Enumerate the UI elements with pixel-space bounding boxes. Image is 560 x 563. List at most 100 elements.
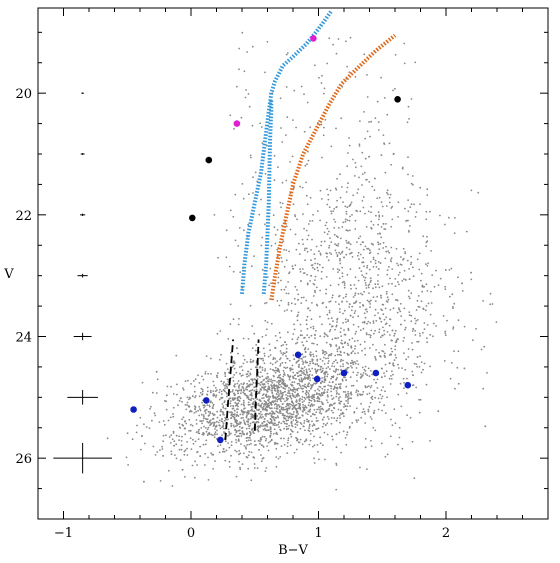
field-star <box>302 243 304 246</box>
field-star <box>277 368 279 371</box>
field-star <box>293 323 295 326</box>
field-star <box>318 263 321 266</box>
field-star <box>314 262 316 265</box>
field-star <box>214 390 217 392</box>
field-star <box>367 408 370 411</box>
field-star <box>266 445 268 447</box>
field-star <box>281 260 283 263</box>
field-star <box>325 288 328 291</box>
field-star <box>198 405 201 408</box>
field-star <box>304 404 306 407</box>
field-star <box>412 266 414 269</box>
field-star <box>178 439 180 441</box>
field-star <box>405 392 408 395</box>
field-star <box>334 328 336 331</box>
field-star <box>401 280 404 282</box>
field-star <box>242 362 245 365</box>
field-star <box>217 421 220 424</box>
field-star <box>204 372 207 375</box>
field-star <box>328 37 331 40</box>
field-star <box>323 378 326 381</box>
field-star <box>365 284 367 286</box>
field-star <box>379 336 382 339</box>
field-star <box>305 247 308 250</box>
field-star <box>240 392 242 395</box>
field-star <box>266 40 269 43</box>
field-star <box>324 385 327 388</box>
field-star <box>338 303 340 306</box>
field-star <box>296 319 299 322</box>
field-star <box>195 423 198 425</box>
field-star <box>384 343 386 346</box>
highlighted-point <box>404 381 412 389</box>
field-star <box>422 308 425 311</box>
field-star <box>208 414 211 416</box>
field-star <box>384 455 387 458</box>
field-star <box>360 416 363 419</box>
field-star <box>310 274 313 277</box>
field-star <box>351 361 354 364</box>
field-star <box>349 243 352 246</box>
field-star <box>286 445 289 448</box>
field-star <box>386 453 389 456</box>
field-star <box>330 387 332 390</box>
field-star <box>319 386 322 388</box>
field-star <box>345 293 348 296</box>
field-star <box>362 248 365 251</box>
field-star <box>398 271 401 274</box>
field-star <box>413 203 415 206</box>
field-star <box>242 197 245 200</box>
field-star <box>241 430 244 432</box>
field-star <box>420 371 423 374</box>
field-star <box>419 335 421 337</box>
field-star <box>319 289 321 292</box>
field-star <box>392 362 395 365</box>
field-star <box>287 437 290 439</box>
field-star <box>316 393 318 395</box>
field-star <box>320 277 323 280</box>
field-star <box>369 401 372 404</box>
field-star <box>234 449 237 452</box>
field-star <box>184 420 187 422</box>
field-star <box>382 350 385 353</box>
field-star <box>200 387 203 390</box>
field-star <box>256 378 259 380</box>
field-star <box>257 375 260 377</box>
field-star <box>326 313 329 316</box>
field-star <box>409 416 412 419</box>
field-star <box>296 371 299 374</box>
field-star <box>313 268 316 271</box>
field-star <box>276 405 278 408</box>
field-star <box>273 179 276 182</box>
field-star <box>401 167 404 170</box>
field-star <box>373 409 376 412</box>
field-star <box>296 218 298 221</box>
field-star <box>495 321 498 323</box>
field-star <box>295 400 297 403</box>
field-star <box>252 176 254 179</box>
field-star <box>243 389 246 392</box>
field-star <box>178 400 181 402</box>
field-star <box>307 383 310 386</box>
field-star <box>301 353 304 356</box>
field-star <box>210 400 212 403</box>
field-star <box>378 351 380 354</box>
field-star <box>246 385 249 388</box>
field-star <box>308 423 311 426</box>
field-star <box>378 218 380 221</box>
field-star <box>298 378 301 381</box>
field-star <box>388 324 391 327</box>
field-star <box>285 428 288 430</box>
field-star <box>357 237 360 240</box>
field-star <box>407 356 410 358</box>
field-star <box>182 416 185 419</box>
field-star <box>321 156 323 159</box>
field-star <box>153 412 156 415</box>
field-star <box>289 369 292 372</box>
field-star <box>336 348 339 351</box>
field-star <box>274 366 277 369</box>
field-star <box>283 417 286 420</box>
field-star <box>276 339 278 342</box>
field-star <box>196 450 199 453</box>
field-star <box>203 404 206 407</box>
